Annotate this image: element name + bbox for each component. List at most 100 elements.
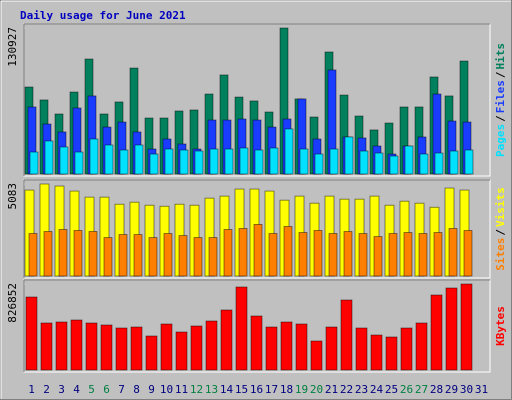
bar <box>265 326 278 371</box>
bar <box>58 229 68 277</box>
x-tick-label: 8 <box>133 383 140 396</box>
bar <box>164 148 174 175</box>
x-tick-label: 18 <box>280 383 293 396</box>
x-tick-label: 19 <box>295 383 308 396</box>
bar <box>145 335 158 371</box>
bar <box>448 228 458 277</box>
bar <box>313 230 323 277</box>
x-tick-label: 6 <box>103 383 110 396</box>
bar <box>463 230 473 277</box>
bar <box>194 150 204 175</box>
x-tick-label: 7 <box>118 383 125 396</box>
bar <box>103 237 113 277</box>
chart-title: Daily usage for June 2021 <box>20 9 186 22</box>
legend: KBytes <box>494 306 507 346</box>
legend: Sites / Visits <box>494 187 507 271</box>
x-tick-label: 30 <box>460 383 473 396</box>
bar <box>74 151 84 175</box>
legend-entry: Visits <box>494 187 507 227</box>
bar <box>239 147 249 175</box>
bar <box>29 151 39 175</box>
bar <box>193 237 203 277</box>
x-tick-label: 24 <box>370 383 384 396</box>
x-tick-label: 11 <box>175 383 188 396</box>
bar <box>149 153 159 175</box>
bar <box>415 322 428 371</box>
bar <box>224 148 234 175</box>
legend-separator: / <box>494 71 507 78</box>
bar <box>43 231 53 277</box>
bar <box>148 237 158 277</box>
x-tick-label: 28 <box>430 383 443 396</box>
bar <box>358 233 368 277</box>
bar <box>250 315 263 371</box>
bar <box>89 138 99 175</box>
x-tick-label: 5 <box>88 383 95 396</box>
x-tick-label: 20 <box>310 383 323 396</box>
bar <box>160 323 173 371</box>
bar <box>460 283 473 371</box>
x-tick-label: 12 <box>190 383 203 396</box>
bar <box>388 233 398 277</box>
x-tick-label: 3 <box>58 383 65 396</box>
x-tick-label: 31 <box>475 383 488 396</box>
bar <box>355 327 368 371</box>
bar <box>373 236 383 277</box>
bar <box>178 235 188 277</box>
bar <box>220 309 233 371</box>
bar <box>299 148 309 175</box>
bar <box>344 136 354 175</box>
bar <box>328 233 338 277</box>
bar <box>175 331 188 371</box>
bar <box>118 234 128 277</box>
bar <box>283 226 293 277</box>
bar <box>209 148 219 175</box>
bar <box>235 286 248 371</box>
bar <box>404 145 414 175</box>
bar <box>163 233 173 277</box>
bar <box>40 322 53 371</box>
bar <box>223 229 233 277</box>
x-tick-label: 25 <box>385 383 398 396</box>
bar <box>254 149 264 175</box>
bar <box>385 336 398 371</box>
bar <box>88 231 98 277</box>
bar <box>430 294 443 371</box>
bar <box>130 326 143 371</box>
x-tick-label: 14 <box>220 383 234 396</box>
bar <box>25 296 38 371</box>
bar <box>445 287 458 371</box>
bar <box>403 232 413 277</box>
bar <box>434 152 444 175</box>
bar <box>449 150 459 175</box>
x-tick-label: 4 <box>73 383 80 396</box>
bar <box>104 144 114 175</box>
bar <box>179 149 189 175</box>
bar <box>133 234 143 277</box>
bar <box>310 340 323 371</box>
bar <box>280 321 293 371</box>
x-tick-label: 23 <box>355 383 368 396</box>
bar <box>374 152 384 175</box>
bar <box>205 320 218 371</box>
bar <box>419 153 429 175</box>
x-tick-label: 29 <box>445 383 458 396</box>
bar <box>359 150 369 175</box>
bar <box>100 324 113 371</box>
bar <box>295 323 308 371</box>
legend-entry: Hits <box>494 43 507 70</box>
bar <box>298 232 308 277</box>
legend-entry: Sites <box>494 238 507 271</box>
x-tick-label: 2 <box>43 383 50 396</box>
bar <box>253 224 263 277</box>
bar <box>85 322 98 371</box>
legend-entry: Pages <box>494 124 507 157</box>
x-tick-label: 1 <box>28 383 35 396</box>
bar <box>418 233 428 277</box>
legend-entry: KBytes <box>494 306 507 346</box>
x-tick-label: 9 <box>148 383 155 396</box>
bar <box>28 233 38 277</box>
bar <box>44 140 54 175</box>
x-tick-label: 21 <box>325 383 338 396</box>
